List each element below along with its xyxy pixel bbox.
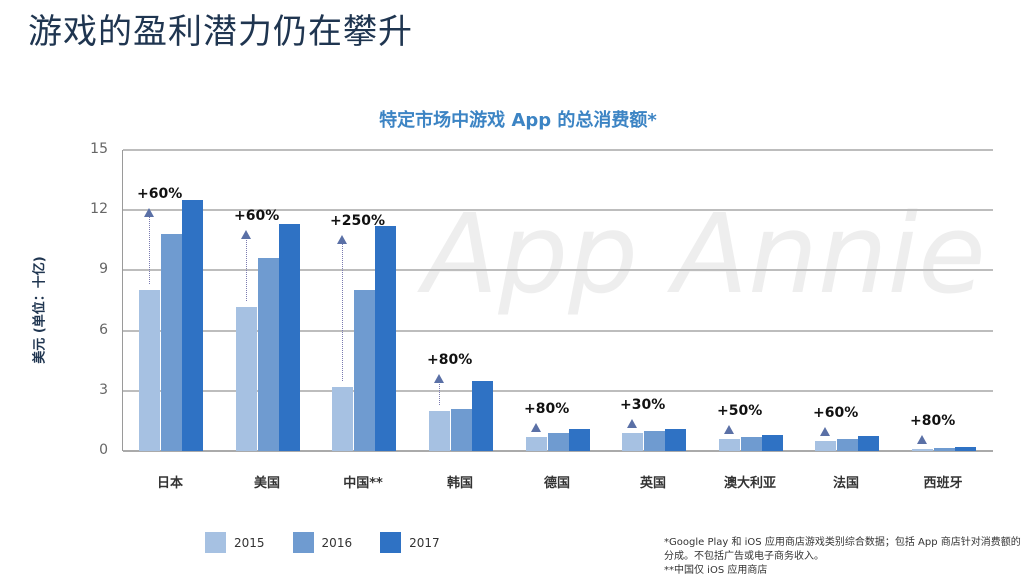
arrow-up-icon	[337, 235, 347, 244]
bar-group: +30%	[620, 150, 686, 451]
y-tick-label: 0	[99, 442, 108, 458]
y-tick-label: 3	[99, 381, 108, 398]
bar-group: +80%	[910, 150, 976, 451]
gridline	[123, 269, 993, 272]
x-tick-label: 澳大利亚	[723, 476, 776, 491]
bar-group: +80%	[427, 150, 493, 451]
legend-label: 2016	[321, 535, 353, 550]
y-tick-label: 15	[90, 141, 108, 157]
gridline	[123, 329, 993, 332]
bar-2017	[955, 447, 976, 451]
bar-2016	[836, 438, 858, 451]
growth-label: +30%	[620, 396, 666, 413]
arrow-up-icon	[724, 424, 734, 434]
growth-label: +60%	[137, 186, 183, 202]
y-tick-label: 12	[90, 201, 108, 218]
bar-group: +50%	[717, 150, 783, 451]
bar-group: +60%	[234, 150, 300, 451]
bar-2016	[740, 436, 762, 451]
x-axis-line	[123, 450, 993, 452]
bar-2016	[160, 234, 182, 451]
growth-label: +250%	[330, 213, 385, 229]
legend-label: 2017	[409, 535, 440, 550]
growth-arrow	[149, 216, 150, 285]
gridline	[123, 389, 993, 392]
bar-2017	[762, 434, 783, 451]
x-tick-label: 中国**	[343, 476, 383, 491]
bar-2016	[547, 432, 569, 451]
arrow-up-icon	[241, 230, 251, 239]
bar-2015	[429, 410, 450, 451]
bar-2015	[622, 432, 643, 451]
growth-arrow	[342, 243, 343, 381]
y-tick-label: 9	[99, 261, 108, 278]
bar-2015	[236, 306, 257, 451]
gridline	[123, 209, 993, 212]
plot-area: App Annie +60% +60% +250% +80% +80% +30% +50% +…	[122, 149, 993, 452]
x-tick-label: 英国	[639, 476, 666, 491]
legend-label: 2015	[234, 535, 265, 550]
growth-label: +60%	[234, 208, 280, 224]
x-tick-label: 西班牙	[923, 476, 963, 491]
legend-item-2016: 2016	[292, 532, 353, 553]
bar-2016	[257, 258, 279, 451]
arrow-up-icon	[434, 374, 444, 383]
bar-2017	[375, 226, 396, 451]
x-tick-label: 法国	[832, 476, 859, 491]
gridline	[123, 149, 993, 151]
legend-swatch-2016	[292, 532, 314, 553]
bar-group: +60%	[137, 150, 203, 451]
watermark: App Annie	[423, 190, 986, 318]
bar-2015	[912, 449, 933, 451]
bar-2017	[279, 224, 300, 451]
arrow-up-icon	[144, 208, 154, 217]
x-tick-label: 美国	[253, 476, 280, 491]
legend-item-2017: 2017	[380, 532, 440, 553]
bar-2016	[450, 408, 472, 451]
growth-label: +80%	[427, 352, 473, 368]
growth-label: +50%	[717, 402, 763, 419]
growth-label: +80%	[910, 412, 956, 429]
bar-2015	[139, 290, 160, 451]
bar-2016	[643, 430, 665, 451]
x-tick-label: 日本	[156, 476, 183, 491]
bar-2017	[569, 428, 590, 451]
growth-label: +60%	[813, 404, 859, 421]
bar-2015	[526, 436, 547, 451]
bar-2017	[182, 200, 203, 451]
bar-2015	[332, 386, 353, 451]
y-axis-label: 美元 (单位：十亿)	[32, 256, 48, 364]
legend-swatch-2017	[380, 532, 402, 553]
legend: 2015 2016 2017	[205, 532, 440, 553]
arrow-up-icon	[917, 434, 927, 444]
growth-label: +80%	[524, 400, 570, 417]
arrow-up-icon	[531, 422, 541, 432]
bar-2017	[472, 380, 493, 451]
bar-2016	[933, 448, 955, 451]
bar-2015	[815, 440, 836, 451]
legend-swatch-2015	[205, 532, 226, 553]
bar-2015	[719, 438, 740, 451]
legend-item-2015: 2015	[205, 532, 265, 553]
bar-2017	[858, 435, 879, 451]
arrow-up-icon	[820, 426, 830, 436]
footnote-line: *Google Play 和 iOS 应用商店游戏类别综合数据；包括 App 商…	[664, 537, 1021, 562]
growth-arrow	[246, 238, 247, 301]
page-title: 游戏的盈利潜力仍在攀升	[28, 12, 413, 52]
arrow-up-icon	[627, 418, 637, 428]
x-tick-label: 韩国	[446, 476, 473, 491]
bar-group: +80%	[524, 150, 590, 451]
x-tick-label: 德国	[543, 476, 570, 491]
chart-title: 特定市场中游戏 App 的总消费额*	[379, 110, 657, 131]
footnote: *Google Play 和 iOS 应用商店游戏类别综合数据；包括 App 商…	[664, 536, 1024, 578]
footnote-line: **中国仅 iOS 应用商店	[664, 565, 768, 576]
growth-arrow	[439, 382, 440, 405]
bar-2017	[665, 428, 686, 451]
bar-group: +250%	[330, 150, 396, 451]
bar-2016	[353, 290, 375, 451]
bar-group: +60%	[813, 150, 879, 451]
y-tick-label: 6	[99, 321, 108, 338]
